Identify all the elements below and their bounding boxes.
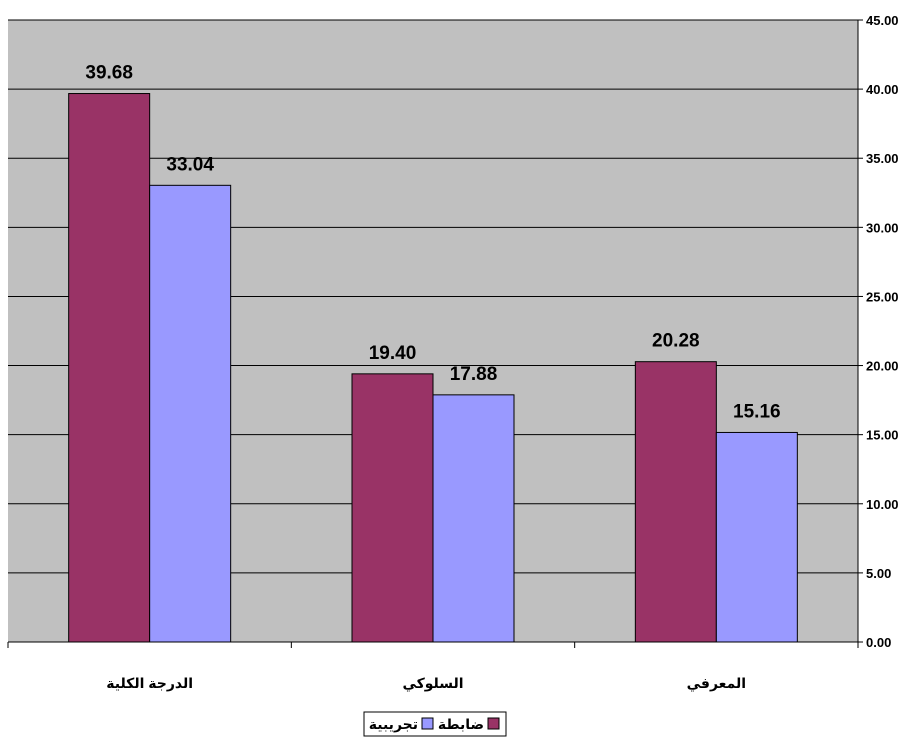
- legend-swatch-experimental: [421, 717, 434, 730]
- bar-experimental: [149, 184, 232, 643]
- legend-label-experimental: تجريبية: [369, 716, 418, 733]
- bar-control: [68, 93, 151, 643]
- data-label-control: 20.28: [652, 331, 700, 352]
- data-label-control: 19.40: [369, 343, 417, 364]
- y-tick-label: 20.00: [866, 359, 899, 374]
- x-category-label: الدرجة الكلية: [106, 675, 193, 691]
- data-label-control: 39.68: [85, 63, 133, 84]
- legend: ضابطة تجريبية: [363, 711, 507, 737]
- data-label-experimental: 17.88: [450, 364, 498, 385]
- x-category-label: السلوكي: [402, 675, 463, 692]
- y-tick-label: 0.00: [866, 635, 891, 650]
- x-category-label: المعرفي: [687, 675, 746, 692]
- data-label-experimental: 33.04: [166, 154, 214, 175]
- y-tick-label: 5.00: [866, 566, 891, 581]
- legend-swatch-control: [487, 717, 500, 730]
- bar-experimental: [432, 394, 515, 643]
- y-tick-label: 30.00: [866, 220, 899, 235]
- y-tick-label: 15.00: [866, 428, 899, 443]
- y-axis-ticks: 0.00 5.00 10.00 15.00 20.00 25.00 30.00 35.00 40…: [858, 13, 899, 650]
- bar-control: [351, 373, 434, 643]
- y-tick-label: 10.00: [866, 497, 899, 512]
- data-label-experimental: 15.16: [733, 401, 781, 422]
- y-tick-label: 25.00: [866, 289, 899, 304]
- bar-experimental: [715, 431, 798, 643]
- y-tick-label: 35.00: [866, 151, 899, 166]
- y-tick-label: 45.00: [866, 13, 899, 28]
- legend-box: [363, 711, 507, 737]
- bars: [68, 93, 798, 643]
- legend-label-control: ضابطة: [438, 716, 484, 732]
- bar-control: [634, 361, 717, 643]
- y-tick-label: 40.00: [866, 82, 899, 97]
- x-axis-categories: الدرجة الكلية السلوكي المعرفي: [7, 642, 859, 692]
- data-labels: 39.68 33.04 19.40 17.88 20.28 15.16: [85, 63, 780, 423]
